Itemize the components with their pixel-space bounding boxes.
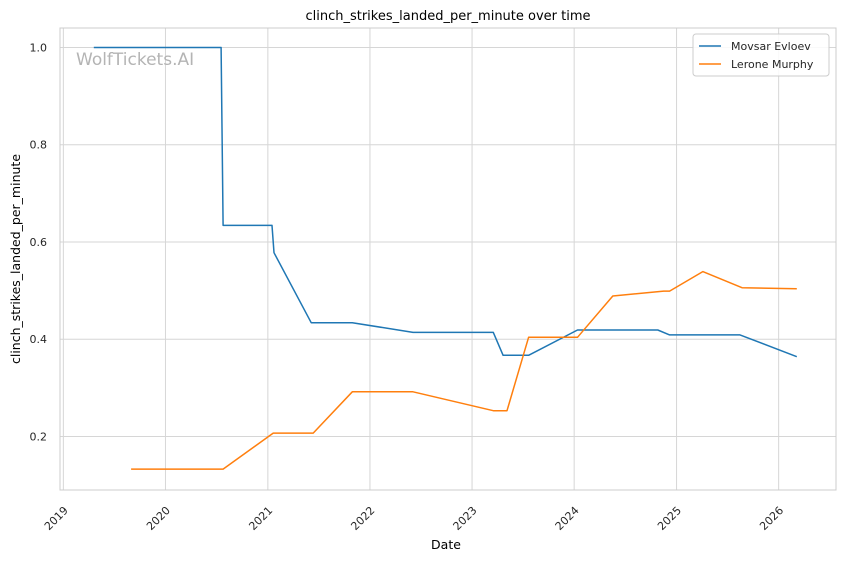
x-tick-label: 2020 [144,504,173,533]
plot-area [59,27,837,491]
series-lines [93,46,798,470]
series-line-1 [93,46,798,358]
y-axis: 0.2 0.4 0.6 0.8 1.0 [30,41,48,443]
x-tick-label: 2021 [246,504,275,533]
y-tick-label: 0.2 [30,431,48,444]
x-tick-label: 2025 [655,504,684,533]
y-tick-label: 0.6 [30,236,48,249]
legend-label: Lerone Murphy [731,58,814,71]
y-axis-label: clinch_strikes_landed_per_minute [8,154,23,364]
x-axis-label: Date [431,537,461,552]
y-tick-label: 0.8 [30,139,48,152]
x-tick-label: 2026 [757,504,786,533]
x-tick-label: 2024 [553,504,582,533]
grid [60,28,836,490]
legend-label: Movsar Evloev [731,40,811,53]
y-tick-label: 1.0 [30,41,48,54]
x-tick-label: 2022 [348,504,377,533]
legend: Movsar Evloev Lerone Murphy [692,33,830,77]
chart-title: clinch_strikes_landed_per_minute over ti… [305,9,590,24]
legend-box [692,33,830,77]
watermark: WolfTickets.AI [76,50,194,70]
series-line-2 [131,270,797,470]
y-tick-label: 0.4 [30,333,48,346]
x-axis: 2019 2020 2021 2022 2023 2024 2025 2026 [42,504,786,533]
x-tick-label: 2019 [42,504,71,533]
x-tick-label: 2023 [451,504,480,533]
